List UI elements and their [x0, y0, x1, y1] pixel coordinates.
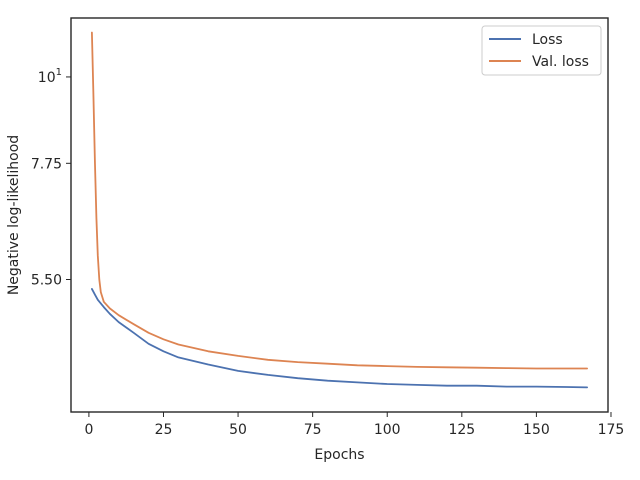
y-axis: 101 7.75 5.50	[31, 67, 71, 289]
x-tick-label: 175	[598, 422, 625, 438]
legend-label-loss: Loss	[532, 32, 563, 48]
x-tick-label: 75	[304, 422, 322, 438]
y-axis-label: Negative log-likelihood	[6, 135, 22, 295]
y-tick-label: 101	[38, 67, 62, 86]
x-axis-label: Epochs	[314, 447, 364, 463]
x-tick-label: 0	[84, 422, 93, 438]
series-layer	[91, 31, 588, 389]
y-tick-label: 7.75	[31, 156, 62, 172]
x-tick-label: 50	[229, 422, 247, 438]
x-tick-label: 100	[374, 422, 401, 438]
x-axis: 0 25 50 75 100 125 150 175	[84, 412, 624, 438]
plot-frame	[70, 17, 609, 413]
series-line-val-loss	[91, 31, 588, 370]
legend: Loss Val. loss	[481, 25, 602, 76]
x-tick-label: 150	[523, 422, 550, 438]
y-tick-label: 5.50	[31, 273, 62, 289]
series-line-loss	[91, 287, 588, 389]
x-tick-label: 125	[448, 422, 475, 438]
legend-label-val-loss: Val. loss	[532, 54, 589, 70]
plot-background	[71, 18, 608, 412]
x-tick-label: 25	[155, 422, 173, 438]
